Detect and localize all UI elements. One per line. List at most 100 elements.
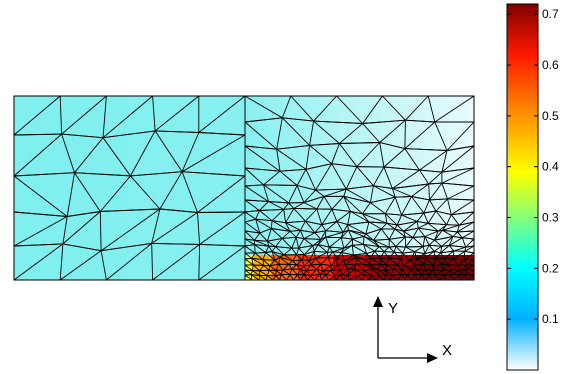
mesh-edge [423,199,430,214]
mesh-edge [423,263,426,271]
mesh-edge [428,183,430,200]
mesh-edge [152,244,200,281]
mesh-edge [424,253,427,258]
mesh-edge [400,258,411,262]
mesh-edge [347,224,367,235]
mesh-edge [266,241,270,247]
mesh-edge [394,228,406,238]
mesh-edge [428,182,442,185]
mesh-edge [244,117,283,123]
mesh-edge [419,169,442,173]
hot-strip-cell [430,255,440,280]
mesh-edge [293,207,317,210]
mesh-edge [13,175,68,217]
mesh-edge [331,163,347,190]
mesh-edge [61,133,75,173]
mesh-edge [447,185,475,200]
hot-strip-cell [438,255,449,280]
mesh-edge [100,250,107,281]
mesh-edge [362,213,370,223]
mesh-edge [199,211,246,245]
mesh-edge [401,268,412,271]
mesh-edge [366,253,371,259]
mesh-edge [424,244,430,254]
mesh-edge [440,250,454,254]
mesh-edge [400,258,405,267]
mesh-edge [292,260,297,266]
mesh-edge [446,145,475,151]
mesh-edge [407,274,412,281]
hot-strip-cell [368,255,378,280]
mesh-edge [288,260,294,265]
mesh-edge [252,270,261,276]
mesh-edge [67,211,101,217]
mesh-edge [244,145,277,150]
mesh-edge [255,218,273,222]
mesh-edge [369,264,378,270]
mesh-edge [198,132,246,136]
mesh-edge [450,274,454,281]
mesh-edge [423,257,427,264]
mesh-edge [355,274,364,277]
mesh-edge [271,220,291,232]
mesh-edge [300,269,305,275]
mesh-edge [466,274,475,281]
mesh-edge [381,264,387,272]
mesh-edge [356,263,365,272]
mesh-edge [416,257,426,259]
mesh-edge [412,227,419,238]
mesh-edge [390,275,392,281]
mesh-edge [317,244,330,248]
mesh-edge [347,221,369,226]
mesh-edge [285,222,291,232]
mesh-edge [323,196,333,210]
mesh-edge [379,258,383,265]
mesh-edge [396,214,403,226]
mesh-edge [401,214,418,222]
mesh-edge [325,237,330,248]
mesh-edge [395,196,412,198]
mesh-edge [432,265,435,271]
mesh-edge [274,256,280,261]
mesh-edge [310,264,317,270]
colorbar-tick-label: 0.5 [542,109,559,123]
mesh-edge [383,246,390,252]
mesh-edge [296,264,305,267]
mesh-edge [442,229,454,237]
mesh-edge [371,275,378,281]
mesh-edge [381,264,387,266]
mesh-edge [251,257,263,261]
mesh-edge [425,274,430,281]
mesh-edge [343,195,363,215]
mesh-edge [411,268,418,271]
mesh-edge [330,265,338,271]
mesh-edge [320,257,329,265]
mesh-edge [417,227,426,237]
mesh-edge [458,259,465,266]
mesh-edge [414,269,419,275]
mesh-edge [159,208,198,213]
mesh-edge [366,250,375,254]
mesh-edge [389,236,406,240]
mesh-edge [428,244,435,252]
mesh-edge [418,222,429,229]
mesh-edge [378,246,385,252]
mesh-edge [278,257,281,265]
mesh-edge [339,264,346,271]
mesh-edge [464,250,475,254]
mesh-edge [440,252,445,259]
mesh-edge [315,251,328,259]
mesh-edge [59,95,63,135]
mesh-edge [283,254,294,262]
mesh-edge [401,196,412,216]
mesh-edge [463,251,466,261]
mesh-edge [276,117,283,150]
mesh-edge [441,182,448,200]
mesh-edge [275,275,281,281]
mesh-edge [151,208,161,244]
mesh-edge [296,264,301,270]
mesh-edge [244,258,254,266]
mesh-edge [251,274,260,281]
colorbar-ticks: 0.1 0.2 0.3 0.4 0.5 0.6 0.7 [507,7,559,326]
mesh-edge [303,274,308,281]
